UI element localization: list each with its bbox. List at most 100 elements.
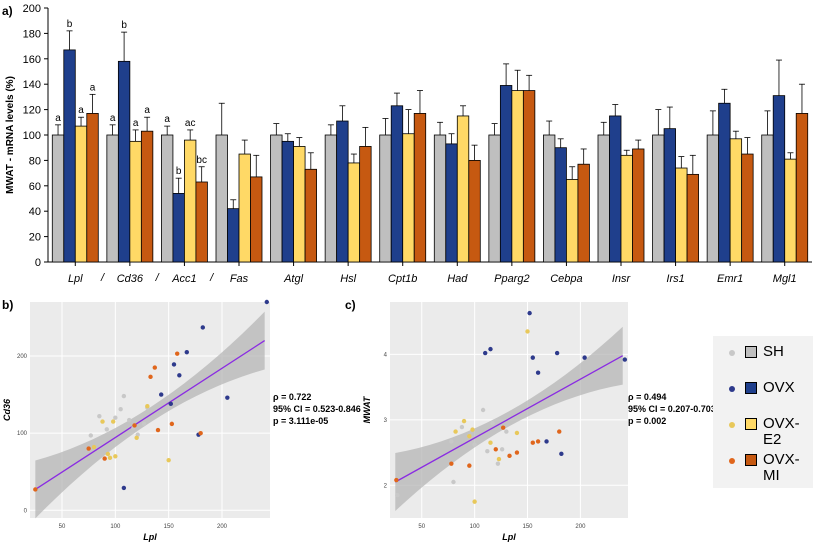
x-tick-label: Lpl — [68, 273, 83, 285]
bar — [413, 113, 427, 263]
stat-p: p = 0.002 — [628, 416, 667, 426]
data-point — [159, 392, 164, 397]
y-tick-label: 4 — [384, 352, 388, 358]
bar — [577, 163, 590, 263]
data-point — [461, 418, 467, 424]
bar — [270, 134, 283, 263]
legend-item-sh: SH — [713, 344, 813, 364]
bar — [195, 181, 208, 263]
stat-ci: 95% CI = 0.523-0.846 — [273, 404, 361, 414]
panel-a-letter: a) — [2, 4, 13, 18]
significance-label: a — [55, 113, 61, 124]
data-point — [155, 427, 161, 433]
x-tick-label: 50 — [59, 524, 66, 530]
data-point — [102, 456, 107, 461]
x-tick-label: 150 — [164, 524, 175, 530]
data-point — [166, 457, 171, 463]
bar — [597, 134, 610, 263]
legend-swatch — [745, 382, 757, 394]
x-tick-label: Atgl — [283, 273, 304, 285]
legend-dot — [729, 458, 735, 464]
y-tick-label: 0 — [35, 257, 41, 269]
bar — [379, 134, 392, 263]
axis-break: / — [155, 272, 160, 284]
y-tick-label: 80 — [29, 155, 41, 167]
legend-item-ovx-mi: OVX-MI — [713, 452, 813, 484]
x-tick-label: 100 — [470, 524, 481, 530]
bar — [51, 134, 65, 263]
x-tick-label: Acc1 — [171, 273, 196, 285]
data-point — [525, 329, 530, 334]
data-point — [470, 427, 475, 432]
data-point — [395, 492, 400, 498]
bar — [106, 134, 119, 263]
y-tick-label: 40 — [29, 206, 41, 218]
data-point — [394, 477, 399, 483]
bar — [488, 134, 501, 263]
data-point — [168, 401, 173, 407]
bar — [706, 134, 720, 263]
x-tick-label: Hsl — [340, 273, 356, 285]
legend-swatch — [745, 346, 757, 358]
x-tick-label: 200 — [217, 524, 228, 530]
bar — [433, 134, 447, 263]
bar — [632, 148, 645, 263]
bar — [761, 134, 774, 263]
data-point — [514, 430, 520, 436]
data-point — [113, 415, 118, 420]
legend-label: SH — [763, 343, 784, 360]
y-tick-label: 0 — [24, 508, 28, 514]
x-tick-label: Cebpa — [550, 273, 582, 285]
data-point — [490, 420, 495, 426]
significance-label: a — [133, 118, 139, 129]
data-point — [582, 355, 587, 360]
legend: SH OVX OVX-E2 OVX-MI — [713, 336, 813, 488]
data-point — [472, 442, 477, 447]
data-point — [121, 485, 127, 491]
legend-swatch — [745, 418, 757, 430]
data-point — [557, 429, 562, 434]
y-tick-label: 100 — [17, 431, 28, 437]
data-point — [504, 429, 509, 434]
bar — [620, 154, 633, 263]
significance-label: b — [176, 166, 182, 177]
x-tick-label: Mgl1 — [773, 273, 797, 285]
data-point — [480, 407, 486, 413]
bar — [675, 167, 688, 263]
bar — [741, 153, 754, 263]
data-point — [622, 357, 628, 362]
x-tick-label: Irs1 — [666, 273, 684, 285]
y-axis-label: MWAT — [362, 395, 372, 423]
data-point — [171, 362, 177, 367]
bar — [652, 134, 665, 263]
y-tick-label: 140 — [23, 79, 41, 91]
stat-rho: ρ = 0.722 — [273, 392, 312, 402]
data-point — [200, 325, 205, 330]
data-point — [104, 427, 110, 432]
data-point — [100, 419, 105, 424]
data-point — [467, 433, 472, 439]
legend-dot — [729, 386, 735, 392]
panel-b-stats: ρ = 0.722 95% CI = 0.523-0.846 p = 3.111… — [273, 391, 361, 427]
data-point — [107, 455, 113, 461]
data-point — [559, 451, 564, 457]
data-point — [483, 350, 488, 356]
data-point — [459, 424, 465, 430]
bar — [390, 105, 404, 263]
data-point — [134, 435, 139, 440]
bar — [172, 193, 185, 263]
data-point — [121, 393, 127, 399]
significance-label: b — [121, 20, 127, 31]
data-point — [105, 451, 111, 457]
data-point — [175, 351, 180, 356]
bar — [324, 134, 338, 263]
bar — [511, 90, 524, 263]
data-point — [488, 346, 493, 352]
bar — [304, 168, 317, 263]
bar — [663, 128, 676, 263]
bar — [129, 140, 142, 263]
legend-label: OVX — [763, 379, 795, 396]
bar — [74, 125, 88, 263]
data-point — [493, 447, 498, 452]
y-tick-label: 2 — [384, 483, 388, 489]
